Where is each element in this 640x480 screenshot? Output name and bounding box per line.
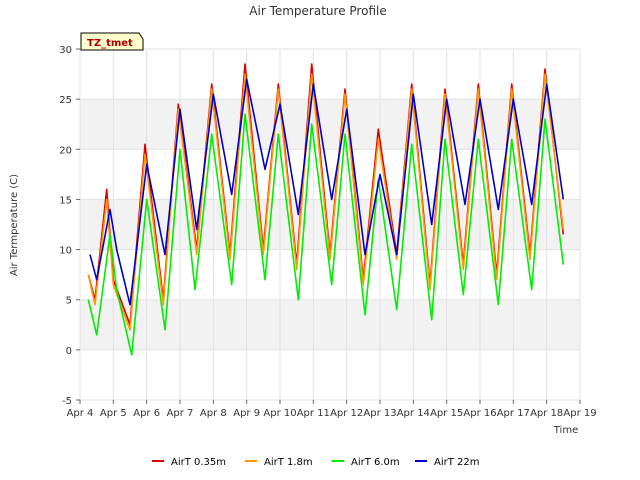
- x-tick-label: Apr 19: [563, 408, 596, 419]
- series-line-2: [87, 113, 565, 356]
- station-badge-box: [80, 32, 144, 51]
- series-line-0: [87, 63, 565, 326]
- gridlines: [79, 48, 581, 401]
- chart-title: Air Temperature Profile: [249, 4, 386, 18]
- x-tick-label: Apr 10: [263, 408, 296, 419]
- y-axis: -5 0 5 10 15 20 25 30: [59, 45, 80, 407]
- x-tick-label: Apr 17: [497, 408, 530, 419]
- x-tick-label: Apr 9: [233, 408, 260, 419]
- y-tick-label: 10: [59, 246, 72, 257]
- x-tick-label: Apr 15: [430, 408, 463, 419]
- legend-label-2: AirT 6.0m: [351, 457, 400, 468]
- x-tick-label: Apr 12: [330, 408, 363, 419]
- y-tick-label: 15: [59, 195, 72, 206]
- legend-label-0: AirT 0.35m: [171, 457, 226, 468]
- x-tick-label: Apr 4: [67, 408, 94, 419]
- y-tick-label: 25: [59, 95, 72, 106]
- y-tick-label: 20: [59, 145, 72, 156]
- x-tick-label: Apr 7: [167, 408, 194, 419]
- x-tick-label: Apr 18: [530, 408, 563, 419]
- plot-band-2: [80, 99, 580, 150]
- x-axis: Apr 4 Apr 5 Apr 6 Apr 7 Apr 8 Apr 9 Apr 10 Apr …: [67, 400, 597, 419]
- x-tick-label: Apr 6: [133, 408, 160, 419]
- y-tick-label: 30: [59, 45, 72, 56]
- x-tick-label: Apr 11: [297, 408, 330, 419]
- y-tick-label: 0: [66, 346, 72, 357]
- plot-band-0: [80, 299, 580, 350]
- series-line-1: [87, 73, 565, 331]
- legend-label-3: AirT 22m: [434, 457, 479, 468]
- legend: AirT 0.35m AirT 1.8m AirT 6.0m AirT 22m: [152, 457, 479, 468]
- y-axis-title: Air Termperature (C): [9, 174, 20, 276]
- x-tick-label: Apr 8: [200, 408, 227, 419]
- y-tick-label: 5: [66, 296, 72, 307]
- series-lines: [87, 63, 565, 356]
- x-tick-label: Apr 14: [397, 408, 430, 419]
- plot-band-1: [80, 199, 580, 250]
- x-tick-label: Apr 16: [463, 408, 496, 419]
- plot-area: [80, 49, 580, 400]
- x-tick-label: Apr 5: [100, 408, 127, 419]
- station-badge-text: TZ_tmet: [87, 38, 133, 49]
- legend-label-1: AirT 1.8m: [264, 457, 313, 468]
- x-axis-title: Time: [553, 425, 578, 436]
- y-tick-label: -5: [62, 396, 72, 407]
- series-line-3: [89, 78, 565, 306]
- x-tick-label: Apr 13: [363, 408, 396, 419]
- station-badge: TZ_tmet: [80, 32, 144, 51]
